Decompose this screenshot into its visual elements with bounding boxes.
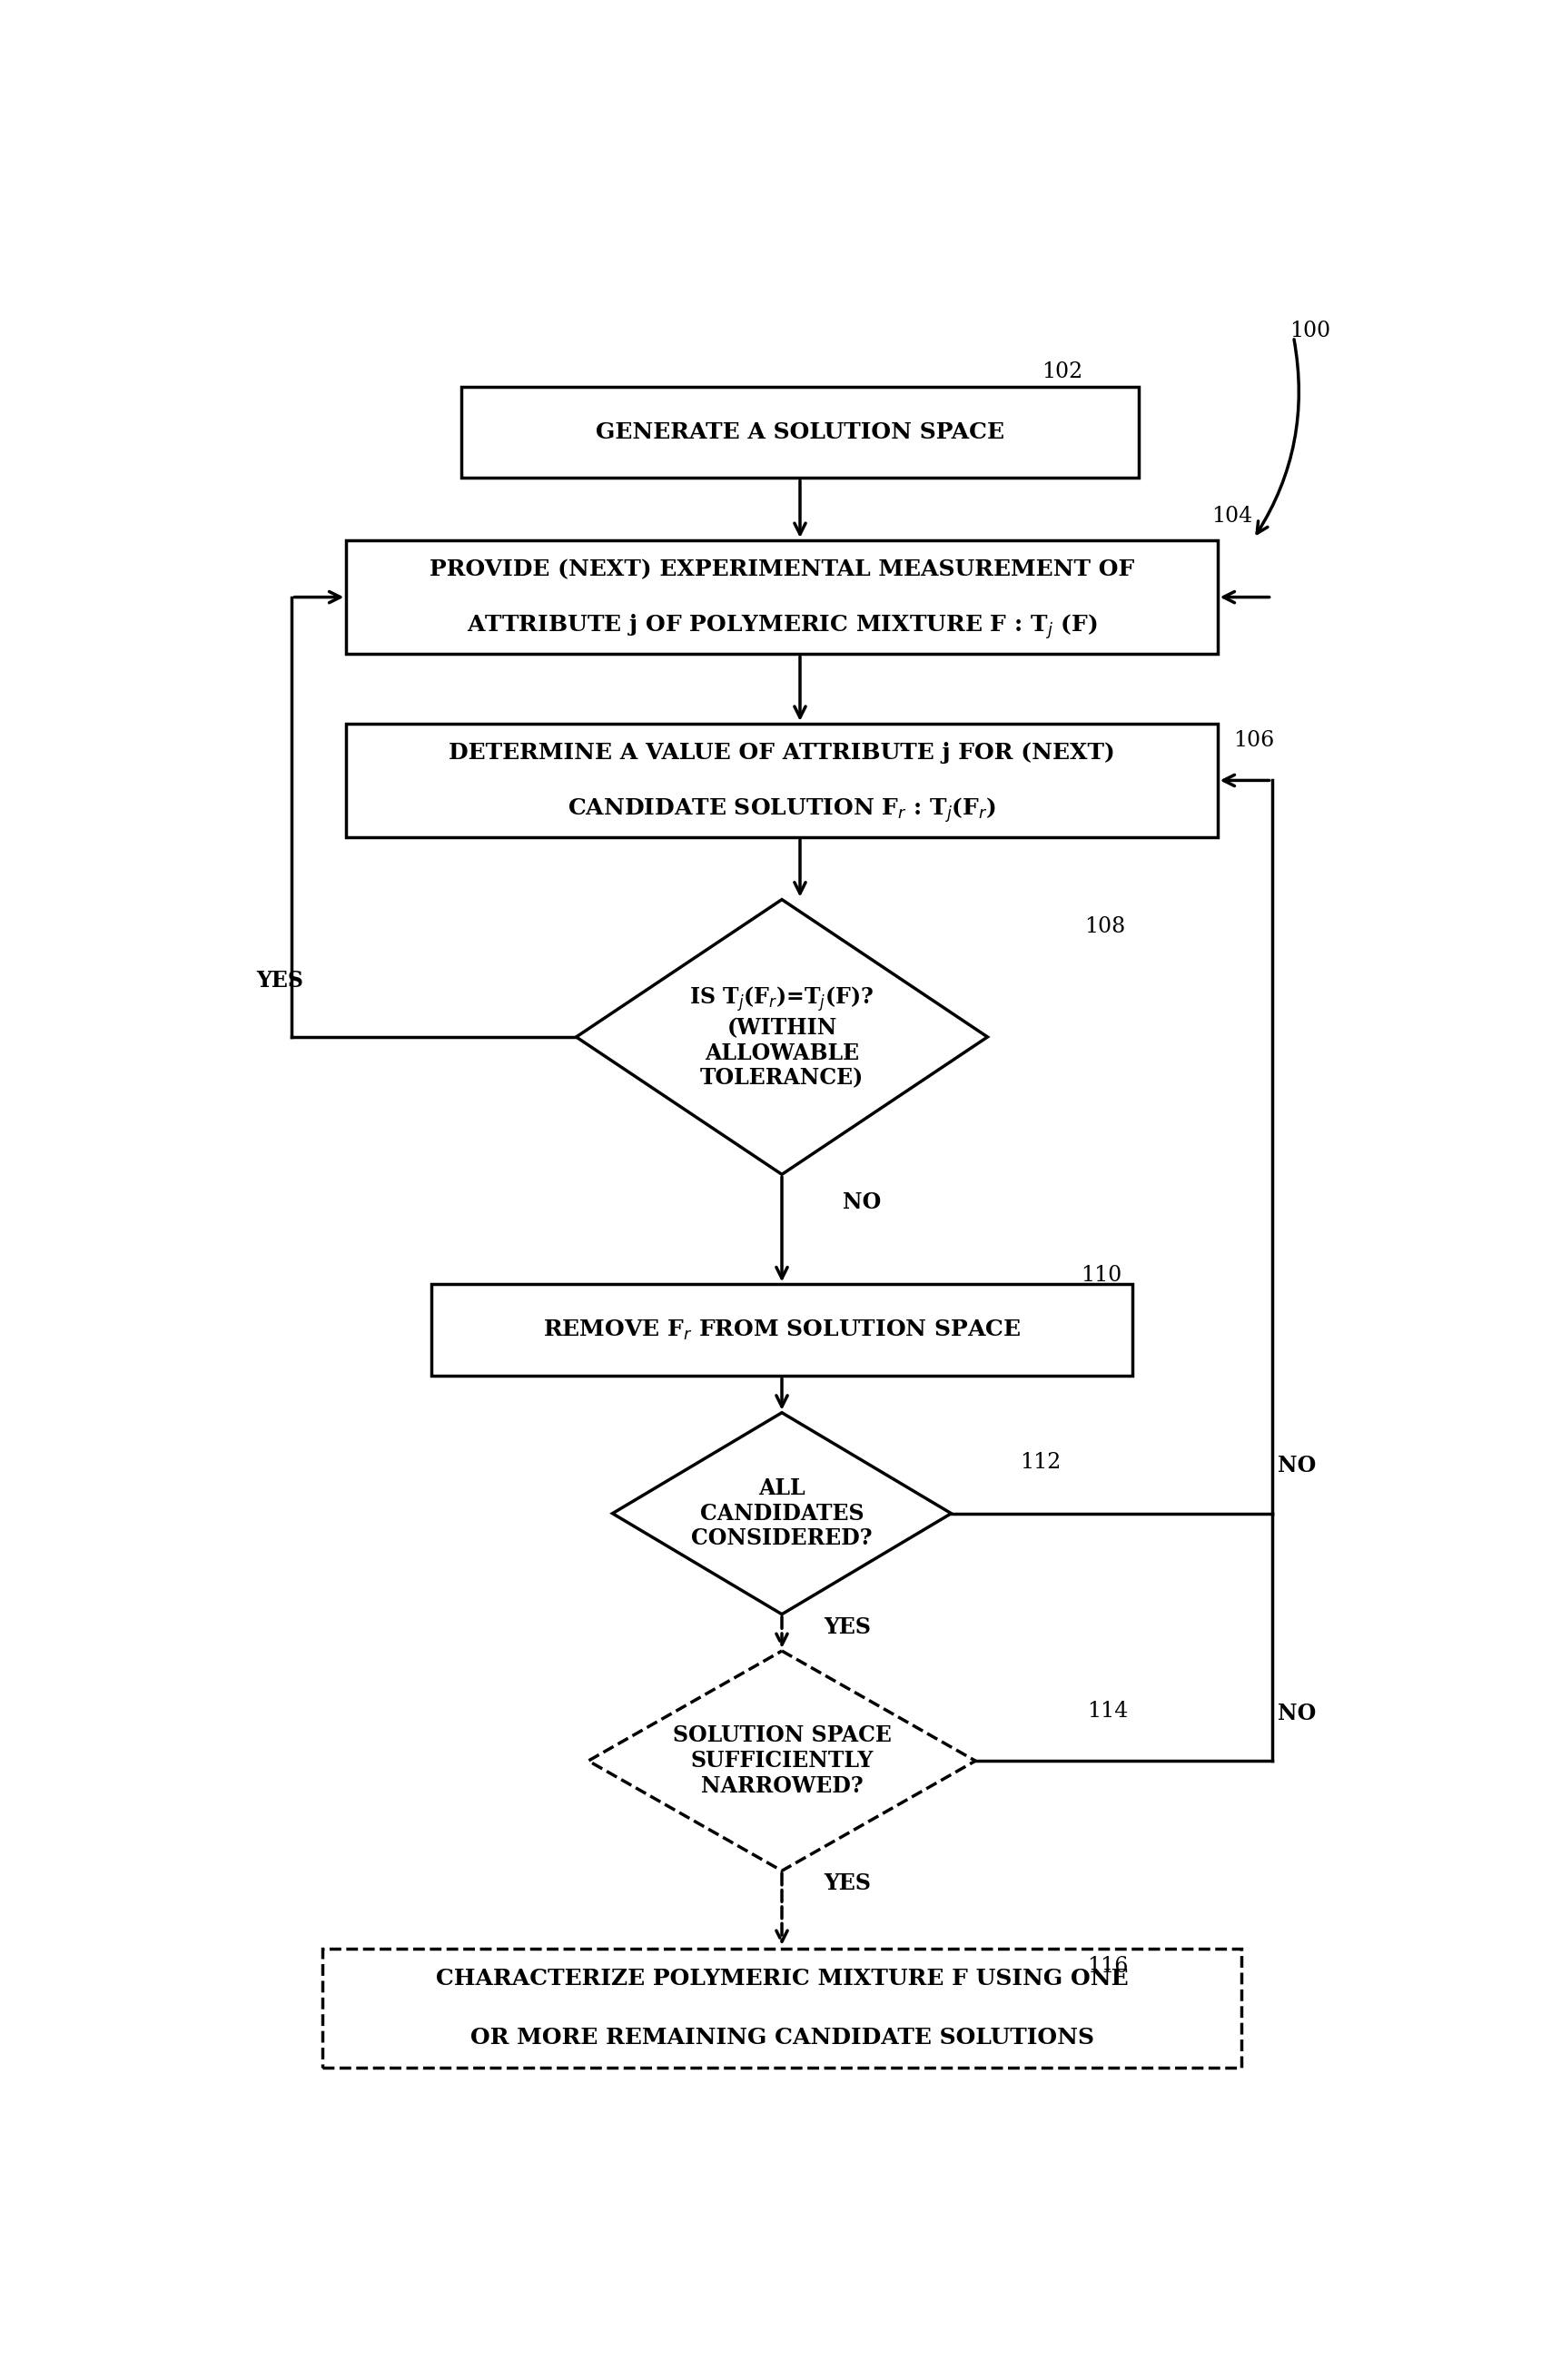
Text: GENERATE A SOLUTION SPACE: GENERATE A SOLUTION SPACE (596, 421, 1004, 443)
Text: DETERMINE A VALUE OF ATTRIBUTE j FOR (NEXT): DETERMINE A VALUE OF ATTRIBUTE j FOR (NE… (448, 743, 1115, 764)
Text: OR MORE REMAINING CANDIDATE SOLUTIONS: OR MORE REMAINING CANDIDATE SOLUTIONS (470, 2028, 1094, 2049)
Text: NO: NO (1278, 1702, 1316, 1723)
Text: 114: 114 (1086, 1702, 1129, 1721)
FancyBboxPatch shape (347, 724, 1218, 838)
FancyBboxPatch shape (347, 540, 1218, 654)
Text: 100: 100 (1289, 321, 1332, 343)
Text: 104: 104 (1211, 507, 1252, 526)
Text: NO: NO (843, 1190, 880, 1214)
Text: ATTRIBUTE j OF POLYMERIC MIXTURE F : T$_j$ (F): ATTRIBUTE j OF POLYMERIC MIXTURE F : T$_… (467, 612, 1097, 640)
Text: YES: YES (824, 1873, 871, 1894)
FancyBboxPatch shape (462, 386, 1140, 478)
Polygon shape (576, 900, 988, 1173)
Text: CANDIDATE SOLUTION F$_r$ : T$_j$(F$_r$): CANDIDATE SOLUTION F$_r$ : T$_j$(F$_r$) (568, 795, 996, 823)
Text: IS T$_j$(F$_r$)=T$_j$(F)?
(WITHIN
ALLOWABLE
TOLERANCE): IS T$_j$(F$_r$)=T$_j$(F)? (WITHIN ALLOWA… (690, 985, 874, 1090)
Text: 116: 116 (1086, 1956, 1129, 1975)
Text: ALL
CANDIDATES
CONSIDERED?: ALL CANDIDATES CONSIDERED? (692, 1478, 873, 1549)
FancyBboxPatch shape (431, 1285, 1133, 1376)
Text: 108: 108 (1085, 916, 1125, 938)
Text: SOLUTION SPACE
SUFFICIENTLY
NARROWED?: SOLUTION SPACE SUFFICIENTLY NARROWED? (673, 1726, 891, 1797)
Text: 102: 102 (1043, 362, 1083, 383)
Text: CHARACTERIZE POLYMERIC MIXTURE F USING ONE: CHARACTERIZE POLYMERIC MIXTURE F USING O… (436, 1968, 1129, 1990)
Text: PROVIDE (NEXT) EXPERIMENTAL MEASUREMENT OF: PROVIDE (NEXT) EXPERIMENTAL MEASUREMENT … (429, 559, 1135, 581)
Text: 106: 106 (1233, 731, 1274, 750)
Polygon shape (612, 1414, 951, 1614)
Polygon shape (588, 1652, 976, 1871)
Text: NO: NO (1278, 1454, 1316, 1476)
Text: 112: 112 (1021, 1452, 1061, 1473)
Text: REMOVE F$_r$ FROM SOLUTION SPACE: REMOVE F$_r$ FROM SOLUTION SPACE (543, 1319, 1021, 1342)
Text: YES: YES (824, 1616, 871, 1637)
Text: 110: 110 (1080, 1264, 1122, 1285)
Text: YES: YES (256, 969, 303, 990)
FancyBboxPatch shape (322, 1949, 1241, 2068)
